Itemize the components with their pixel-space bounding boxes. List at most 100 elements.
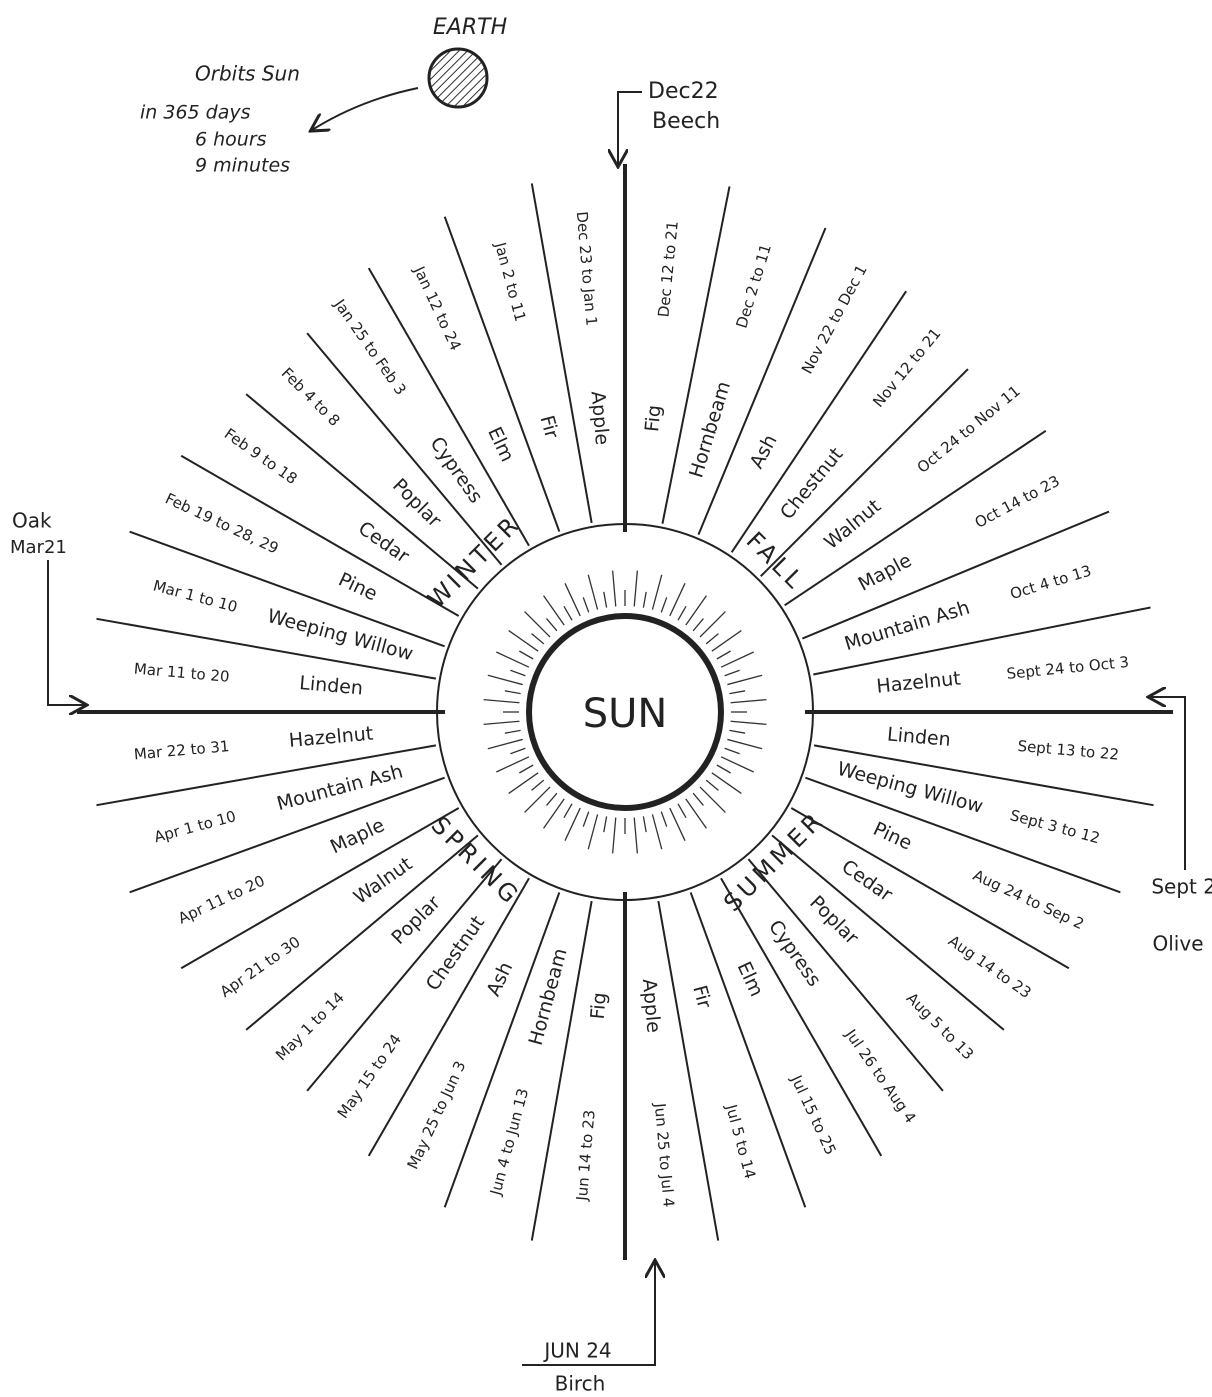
orbit-note: Orbits Sun — [195, 62, 300, 86]
tree-name: Hazelnut — [875, 668, 961, 698]
sector-line — [181, 456, 459, 616]
sun-ray — [652, 814, 661, 849]
date-range: Apr 1 to 10 — [152, 807, 238, 846]
tree-name: Linden — [886, 723, 951, 750]
sun-ray — [693, 793, 703, 805]
date-range: Aug 24 to Sep 2 — [970, 866, 1087, 933]
earth — [429, 49, 487, 107]
sun-ray — [712, 773, 741, 794]
sun-ray — [588, 814, 597, 849]
diagram: EARTH Orbits Sun in 365 days 6 hours 9 m… — [0, 0, 1212, 1397]
date-range: Jan 25 to Feb 3 — [330, 295, 410, 398]
date-range: Oct 4 to 13 — [1008, 562, 1094, 604]
tree-name: Weeping Willow — [835, 758, 985, 818]
sun-ray — [564, 606, 572, 620]
tree-name: Maple — [855, 549, 916, 595]
cardinal-date: Mar21 — [10, 537, 67, 558]
date-range: Jun 14 to 23 — [573, 1109, 599, 1202]
tree-name: Chestnut — [776, 443, 847, 523]
tree-name: Mountain Ash — [275, 760, 406, 815]
cardinal-tree: Beech — [652, 109, 720, 134]
orbit-note: in 365 days — [140, 102, 251, 124]
orbit-arrow — [312, 88, 418, 130]
date-range: Sept 3 to 12 — [1008, 806, 1102, 847]
sun-ray — [583, 812, 588, 827]
sun-ray — [727, 675, 762, 684]
sun-ray — [532, 780, 544, 790]
tree-name: Pine — [870, 818, 916, 855]
date-range: Jul 26 to Aug 4 — [841, 1025, 920, 1126]
tree-name: Fir — [688, 983, 715, 1011]
sun-ray — [588, 575, 597, 610]
date-range: Mar 11 to 20 — [133, 660, 230, 686]
orbit-note: 9 minutes — [195, 155, 290, 177]
sun-ray — [700, 787, 725, 812]
tree-name: Weeping Willow — [265, 605, 415, 665]
tree-name: Walnut — [350, 853, 417, 909]
sun-label: SUN — [583, 691, 668, 737]
cardinal-tree: Olive — [1153, 932, 1204, 956]
sector-line — [721, 878, 881, 1156]
date-range: Feb 9 to 18 — [221, 425, 301, 488]
tree-name: Maple — [327, 814, 388, 858]
sector-line — [761, 369, 968, 576]
date-range: Jan 12 to 24 — [410, 263, 465, 354]
date-range: Jul 15 to 25 — [787, 1072, 840, 1158]
sun-ray — [488, 675, 523, 684]
tree-name: Elm — [483, 424, 518, 466]
date-range: Dec 12 to 21 — [654, 220, 681, 318]
tree-name: Apple — [586, 390, 613, 446]
orbit-note: 6 hours — [195, 129, 267, 151]
sun-ray — [706, 780, 718, 790]
sun-ray — [547, 619, 557, 631]
tree-name: Chestnut — [422, 912, 489, 995]
sun-ray — [583, 597, 588, 612]
tree-name: Apple — [638, 978, 665, 1034]
tree-name: Linden — [298, 672, 363, 699]
date-range: May 15 to 24 — [334, 1031, 405, 1122]
sun-ray — [509, 773, 538, 794]
sun-ray — [678, 804, 686, 818]
sun-ray — [525, 787, 550, 812]
tree-name: Poplar — [388, 474, 446, 532]
tree-name: Poplar — [805, 892, 863, 950]
sun-ray — [505, 730, 521, 733]
date-range: Dec 23 to Jan 1 — [573, 211, 601, 327]
sun-ray — [613, 571, 616, 607]
tree-name: Pine — [335, 568, 381, 605]
sun-ray — [484, 700, 520, 703]
cardinal-date: Sept 23 — [1151, 875, 1212, 899]
tree-name: Fig — [641, 404, 666, 433]
date-range: Oct 14 to 23 — [972, 472, 1063, 532]
cardinal-date: JUN 24 — [542, 1339, 611, 1363]
date-range: Feb 19 to 28, 29 — [162, 489, 281, 557]
sun-ray — [488, 739, 523, 748]
sun-ray — [693, 619, 703, 631]
cardinal-tree: Oak — [12, 509, 52, 533]
sun-ray — [519, 765, 533, 773]
sun-ray — [604, 592, 607, 608]
date-range: Aug 5 to 13 — [903, 989, 977, 1063]
sun-ray — [661, 812, 666, 827]
date-range: Dec 2 to 11 — [732, 242, 774, 331]
sun-ray — [652, 575, 661, 610]
sun-ray — [643, 592, 646, 608]
tree-name: Ash — [483, 959, 518, 1000]
sun-ray — [712, 631, 741, 652]
sun-ray — [678, 606, 686, 620]
sun-ray — [725, 670, 740, 675]
sector-line — [369, 878, 529, 1156]
sun-ray — [505, 691, 521, 694]
connector — [618, 92, 642, 165]
tree-name: Poplar — [387, 891, 445, 949]
sun-ray — [731, 700, 767, 703]
cardinal-date: Dec22 — [648, 79, 719, 104]
date-range: Mar 22 to 31 — [133, 737, 230, 763]
tree-name: Cypress — [426, 433, 487, 507]
date-range: Sept 24 to Oct 3 — [1006, 653, 1130, 683]
sun-ray — [661, 597, 666, 612]
sun-ray — [729, 691, 745, 694]
sun-ray — [484, 721, 520, 724]
date-range: Sept 13 to 22 — [1017, 737, 1120, 764]
sun-ray — [547, 793, 557, 805]
